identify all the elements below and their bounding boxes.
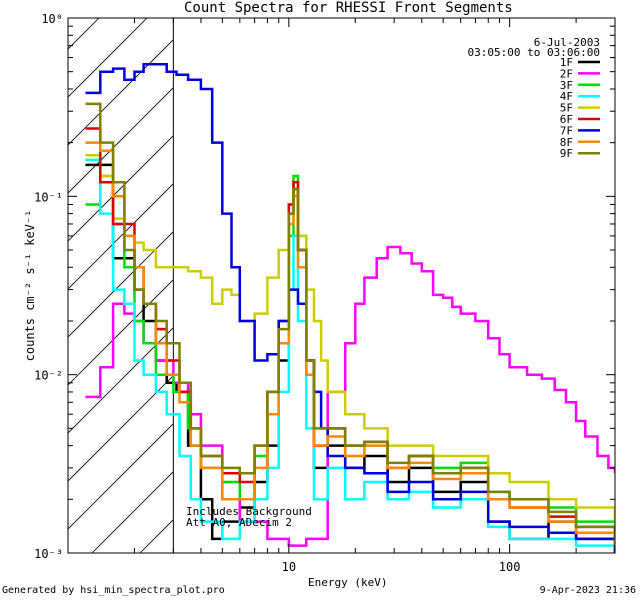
- hatch-line: [68, 183, 174, 290]
- y-axis-label: counts cm⁻² s⁻¹ keV⁻¹: [23, 210, 37, 362]
- legend-label-1F: 1F: [560, 56, 573, 69]
- hatch-line: [68, 279, 174, 386]
- legend-label-4F: 4F: [560, 90, 573, 103]
- y-tick-label: 10⁻¹: [34, 190, 63, 204]
- x-tick-label: 10: [282, 560, 296, 574]
- series-line-1F: [85, 163, 615, 553]
- footer-date: 9-Apr-2023 21:36: [539, 585, 636, 596]
- annotation-attenuator: Att A0, ADecim 2: [186, 516, 292, 529]
- series-line-4F: [85, 158, 615, 553]
- footer-generated-by: Generated by hsi_min_spectra_plot.pro: [2, 585, 225, 596]
- hatch-line: [68, 39, 174, 146]
- hatch-line: [68, 375, 174, 482]
- legend-label-8F: 8F: [560, 136, 573, 149]
- legend-label-5F: 5F: [560, 102, 573, 115]
- x-tick-label: 100: [499, 560, 521, 574]
- hatch-line: [68, 135, 174, 242]
- hatch-line: [68, 423, 174, 530]
- y-tick-label: 10⁻³: [34, 547, 63, 561]
- y-tick-label: 10⁰: [41, 12, 63, 26]
- series-group: [85, 63, 615, 553]
- hatch-line: [68, 87, 174, 194]
- annotation-background: Includes Background: [186, 505, 312, 518]
- plot-frame: [67, 17, 616, 554]
- series-line-9F: [85, 102, 615, 539]
- legend-label-7F: 7F: [560, 124, 573, 137]
- y-tick-label: 10⁻²: [34, 369, 63, 383]
- series-line-2F: [85, 245, 615, 547]
- legend-label-6F: 6F: [560, 113, 573, 126]
- hatch-line: [0, 0, 116, 553]
- legend-label-2F: 2F: [560, 67, 573, 80]
- time-range-label: 03:05:00 to 03:06:00: [467, 46, 600, 59]
- hatch-line: [236, 0, 640, 553]
- series-line-7F: [85, 63, 615, 553]
- date-label: 6-Jul-2003: [533, 36, 600, 49]
- legend-label-9F: 9F: [560, 147, 573, 160]
- x-axis-label: Energy (keV): [308, 576, 388, 589]
- series-line-3F: [85, 174, 615, 546]
- chart-title: Count Spectra for RHESSI Front Segments: [184, 0, 513, 16]
- hatch-line: [68, 18, 148, 98]
- hatched-region: [0, 0, 640, 553]
- series-line-5F: [85, 153, 615, 539]
- hatch-line: [68, 231, 174, 338]
- legend-label-3F: 3F: [560, 79, 573, 92]
